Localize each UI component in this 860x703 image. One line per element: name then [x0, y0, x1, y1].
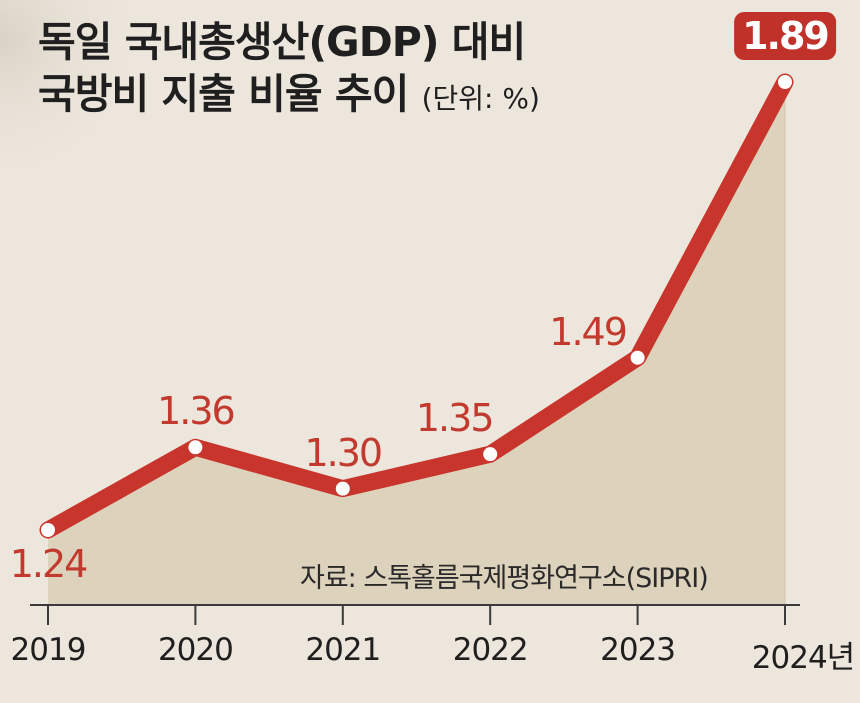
title-line-2-text: 국방비 지출 비율 추이: [38, 70, 409, 118]
x-tick-label-2020: 2020: [157, 632, 234, 668]
data-point-2020: [188, 440, 203, 455]
area-fill: [48, 82, 785, 605]
source-note: 자료: 스톡홀름국제평화연구소(SIPRI): [300, 563, 709, 594]
value-label-2021: 1.30: [304, 430, 383, 475]
x-tick-label-2023: 2023: [600, 632, 676, 668]
data-point-2021: [335, 481, 350, 496]
value-label-2020: 1.36: [157, 389, 236, 434]
series-line: [39, 73, 794, 539]
data-point-2024년: [778, 75, 792, 89]
data-point-2019: [41, 523, 55, 537]
data-point-2023: [630, 350, 645, 365]
x-tick-label-2022: 2022: [452, 632, 529, 668]
x-tick-label-2019: 2019: [10, 632, 87, 668]
x-tick-label-2021: 2021: [305, 632, 381, 668]
background-shade: [0, 0, 260, 260]
value-label-2022: 1.35: [415, 396, 495, 441]
value-label-2023: 1.49: [549, 309, 628, 354]
value-label-2024년: 1.89: [734, 12, 836, 60]
x-tick-label-2024년: 2024년: [751, 640, 855, 676]
title-line-2: 국방비 지출 비율 추이 (단위: %): [38, 68, 540, 125]
chart-title: 독일 국내총생산(GDP) 대비 국방비 지출 비율 추이 (단위: %): [38, 16, 540, 125]
data-point-2022: [483, 447, 498, 462]
title-line-1: 독일 국내총생산(GDP) 대비: [38, 18, 526, 66]
value-label-2019: 1.24: [9, 542, 89, 586]
unit-label: (단위: %): [421, 82, 540, 115]
